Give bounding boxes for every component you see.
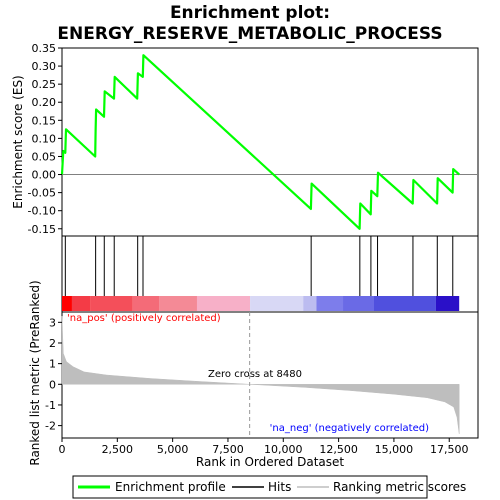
band-segment-4: [159, 296, 197, 311]
es-y-tick-label-6: 0.15: [32, 114, 57, 127]
x-tick-label-2: 5,000: [157, 443, 189, 456]
band-segment-0: [62, 296, 72, 311]
neg-correlated-label: 'na_neg' (negatively correlated): [270, 423, 429, 434]
ranking-metric-area: [61, 316, 460, 434]
metric-y-tick-label-2: 0: [49, 378, 56, 391]
band-segment-8: [316, 296, 344, 311]
es-y-tick-label-9: 0.30: [32, 60, 57, 73]
es-y-axis-label: Enrichment score (ES): [11, 75, 25, 208]
axes-layer: -0.15 -0.10 -0.05 0.00 0.05 0.10 0.15 0.20 0.25 0…: [28, 42, 469, 456]
legend-label-hits: Hits: [268, 480, 291, 494]
band-segment-2: [90, 296, 133, 311]
x-tick-label-1: 2,500: [102, 443, 134, 456]
es-y-tick-label-2: -0.05: [28, 187, 56, 200]
es-y-tick-label-3: 0.00: [32, 169, 57, 182]
metric-y-tick-label-0: -2: [45, 420, 56, 433]
metric-y-axis-label: Ranked list metric (PreRanked): [28, 280, 42, 465]
metric-panel-frame: [61, 311, 479, 439]
enrichment-profile-line: [60, 54, 460, 230]
x-tick-label-3: 7,500: [212, 443, 244, 456]
metric-y-tick-label-4: 2: [49, 337, 56, 350]
x-tick-label-4: 10,000: [264, 443, 303, 456]
x-tick-label-5: 12,500: [319, 443, 358, 456]
legend-label-ranking-metric: Ranking metric scores: [333, 480, 466, 494]
es-y-tick-label-1: -0.10: [28, 205, 56, 218]
zero-cross-label: Zero cross at 8480: [208, 369, 302, 380]
es-y-tick-label-4: 0.05: [32, 150, 57, 163]
es-y-tick-label-0: -0.15: [28, 223, 56, 236]
es-y-tick-label-7: 0.20: [32, 96, 57, 109]
band-segment-3: [132, 296, 160, 311]
legend-label-enrichment-profile: Enrichment profile: [115, 480, 226, 494]
metric-y-tick-label-5: 3: [49, 316, 56, 329]
chart-title-line-2: ENERGY_RESERVE_METABOLIC_PROCESS: [57, 24, 442, 44]
band-segment-9: [343, 296, 374, 311]
es-y-tick-label-8: 0.25: [32, 78, 57, 91]
band-segment-5: [196, 296, 251, 311]
hits-layer: [64, 236, 454, 296]
chart-title-line-1: Enrichment plot:: [170, 3, 330, 23]
band-segment-10: [374, 296, 436, 311]
band-segment-6: [250, 296, 304, 311]
metric-y-tick-label-1: -1: [45, 399, 56, 412]
band-segment-7: [303, 296, 317, 311]
es-panel-frame: [61, 47, 479, 237]
x-tick-label-6: 15,000: [375, 443, 414, 456]
metric-y-tick-label-3: 1: [49, 358, 56, 371]
x-tick-label-0: 0: [59, 443, 66, 456]
pos-correlated-label: 'na_pos' (positively correlated): [67, 313, 221, 324]
metric-layer: [61, 312, 460, 438]
x-tick-label-7: 17,500: [430, 443, 469, 456]
es-y-tick-label-10: 0.35: [32, 42, 57, 55]
band-segment-1: [71, 296, 91, 311]
es-y-tick-label-5: 0.10: [32, 132, 57, 145]
es-layer: [60, 54, 478, 230]
band-segment-11: [435, 296, 460, 311]
heatmap-band: [62, 296, 460, 311]
x-axis-label: Rank in Ordered Dataset: [196, 455, 344, 469]
